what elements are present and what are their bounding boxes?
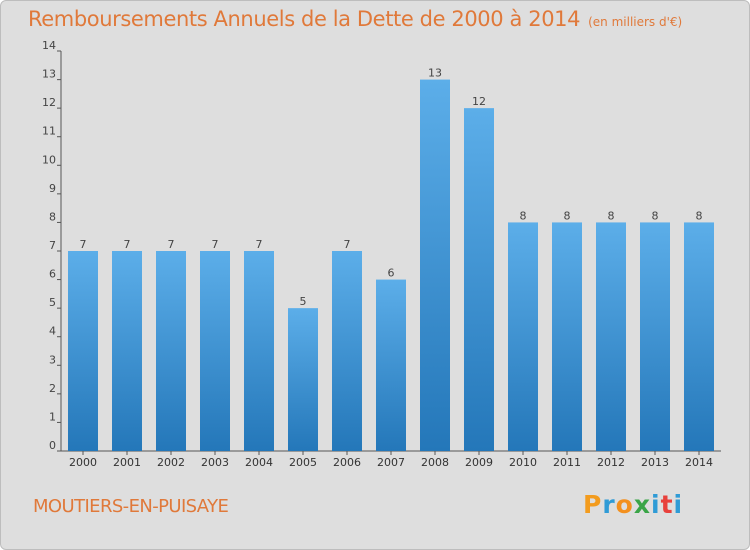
y-tick-label: 7 [49, 239, 56, 252]
bar [552, 222, 582, 451]
bar [640, 222, 670, 451]
y-tick-label: 14 [42, 39, 56, 52]
y-tick-label: 3 [49, 353, 56, 366]
y-tick-label: 1 [49, 410, 56, 423]
x-tick-label: 2006 [333, 456, 361, 469]
x-tick-label: 2011 [553, 456, 581, 469]
data-label: 8 [520, 209, 527, 222]
city-name: MOUTIERS-EN-PUISAYE [33, 496, 229, 517]
bar [332, 251, 362, 451]
logo-letter: P [583, 490, 603, 519]
y-tick-label: 11 [42, 125, 56, 138]
chart-title-text: Remboursements Annuels de la Dette de 20… [28, 7, 581, 31]
data-label: 7 [256, 238, 263, 251]
proxiti-logo: Proxiti [583, 490, 683, 519]
x-tick-label: 2013 [641, 456, 669, 469]
x-tick-label: 2003 [201, 456, 229, 469]
logo-letter: i [651, 490, 661, 519]
x-tick-label: 2000 [69, 456, 97, 469]
logo-letter: o [615, 490, 634, 519]
y-tick-label: 4 [49, 325, 56, 338]
y-tick-label: 10 [42, 153, 56, 166]
x-tick-label: 2001 [113, 456, 141, 469]
logo-letter: r [602, 490, 616, 519]
logo-letter: i [673, 490, 684, 519]
y-tick-label: 9 [49, 182, 56, 195]
data-label: 8 [652, 209, 659, 222]
x-tick-label: 2008 [421, 456, 449, 469]
bar [244, 251, 274, 451]
data-label: 7 [168, 238, 175, 251]
data-label: 6 [388, 267, 395, 280]
bar [464, 108, 494, 452]
bar [200, 251, 230, 451]
x-tick-label: 2014 [685, 456, 713, 469]
logo-letter: x [633, 490, 651, 519]
data-label: 7 [124, 238, 131, 251]
chart-title: Remboursements Annuels de la Dette de 20… [28, 7, 682, 31]
x-tick-label: 2005 [289, 456, 317, 469]
x-tick-label: 2002 [157, 456, 185, 469]
y-tick-label: 6 [49, 268, 56, 281]
x-tick-label: 2009 [465, 456, 493, 469]
data-label: 12 [472, 95, 486, 108]
data-label: 7 [80, 238, 87, 251]
bar [112, 251, 142, 451]
bar [684, 222, 714, 451]
y-tick-label: 13 [42, 68, 56, 81]
data-label: 8 [608, 209, 615, 222]
x-tick-label: 2012 [597, 456, 625, 469]
x-tick-label: 2007 [377, 456, 405, 469]
bar [376, 279, 406, 451]
y-tick-label: 5 [49, 296, 56, 309]
chart-bars [68, 79, 714, 452]
data-label: 5 [300, 295, 307, 308]
y-tick-label: 12 [42, 96, 56, 109]
data-label: 7 [212, 238, 219, 251]
data-label: 13 [428, 67, 442, 80]
bar [288, 308, 318, 451]
data-label: 8 [564, 209, 571, 222]
chart-subtitle: (en milliers d'€) [588, 15, 683, 29]
bar [156, 251, 186, 451]
bar [596, 222, 626, 451]
y-tick-label: 8 [49, 210, 56, 223]
x-tick-label: 2010 [509, 456, 537, 469]
chart-data-labels: 7 7 7 7 7 5 7 6 13 12 8 8 8 8 8 [80, 67, 703, 309]
y-tick-label: 2 [49, 382, 56, 395]
x-tick-label: 2004 [245, 456, 273, 469]
bar [68, 251, 98, 451]
y-tick-label: 0 [49, 439, 56, 452]
data-label: 8 [696, 209, 703, 222]
data-label: 7 [344, 238, 351, 251]
bar [508, 222, 538, 451]
logo-letter: t [660, 490, 674, 519]
bar [420, 79, 450, 452]
